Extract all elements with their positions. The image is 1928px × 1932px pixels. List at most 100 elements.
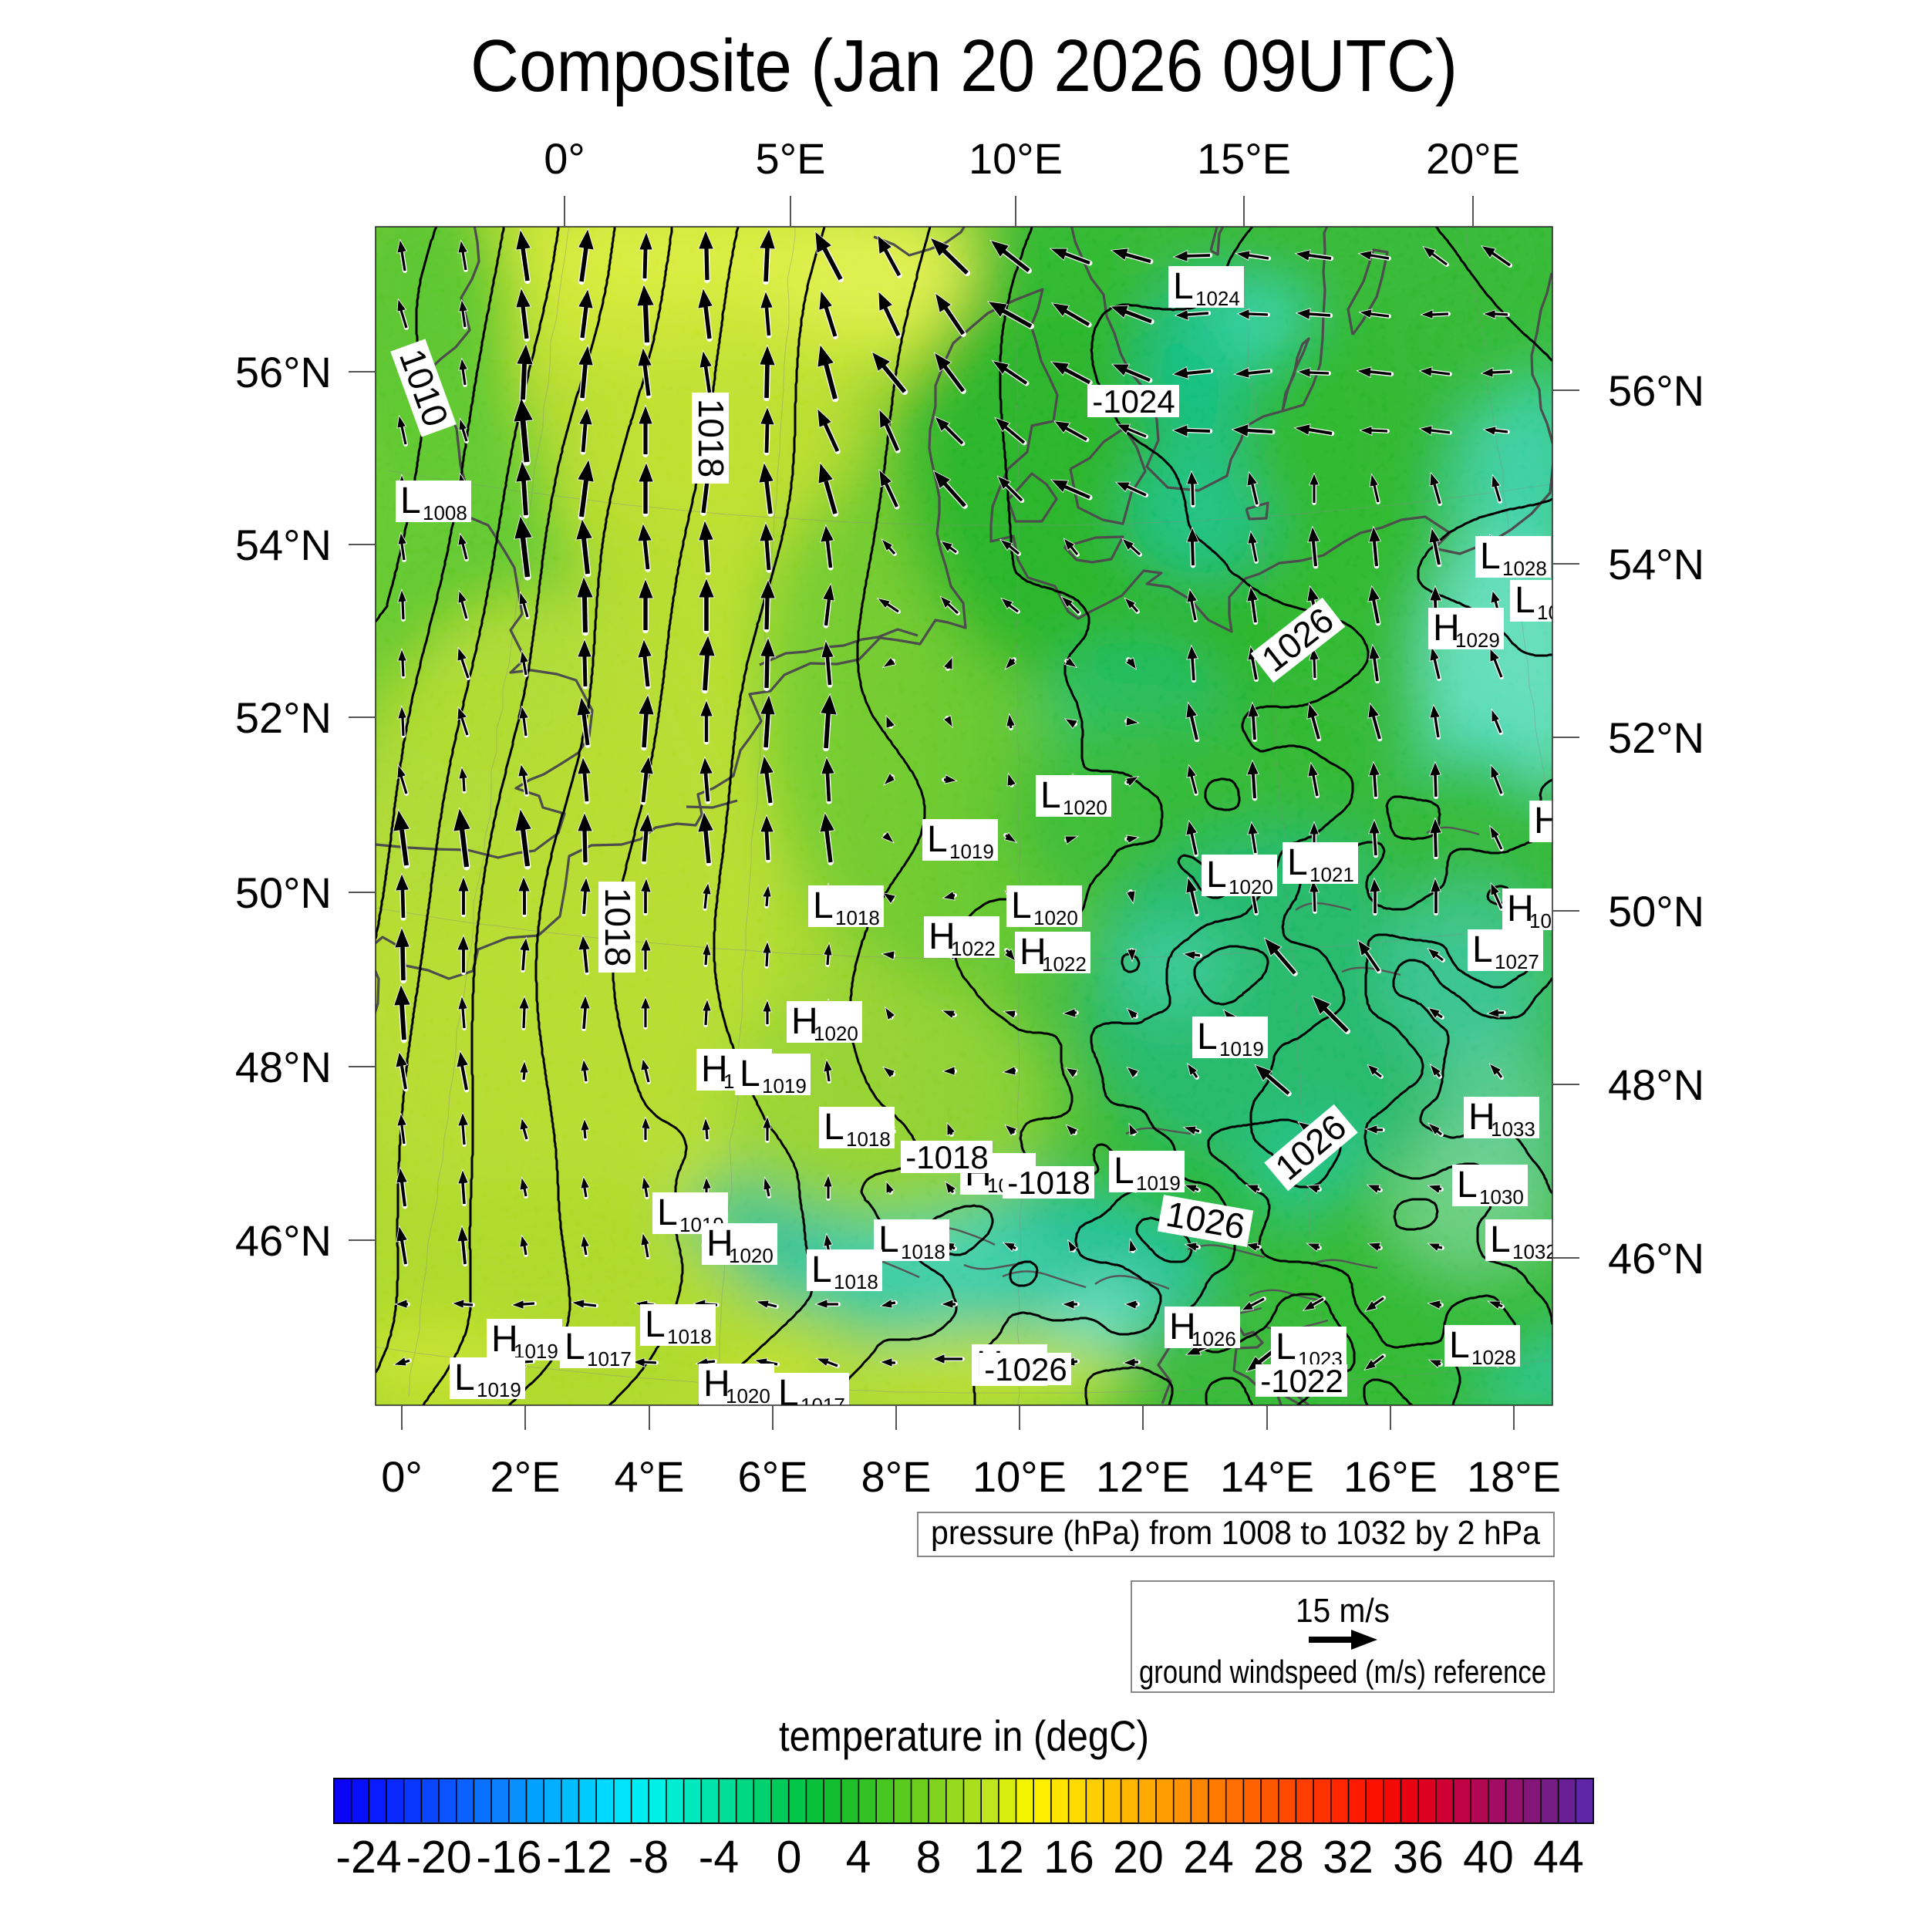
svg-text:1026: 1026 (1192, 1327, 1236, 1350)
svg-text:20: 20 (1113, 1832, 1164, 1883)
svg-text:1030: 1030 (1529, 909, 1574, 932)
svg-text:1017: 1017 (587, 1347, 632, 1371)
svg-text:1017: 1017 (801, 1394, 845, 1417)
svg-text:L: L (927, 819, 948, 860)
svg-text:L: L (1206, 855, 1227, 895)
svg-text:Composite (Jan 20 2026 09UTC): Composite (Jan 20 2026 09UTC) (470, 25, 1458, 107)
svg-text:H: H (929, 916, 956, 957)
svg-text:1021: 1021 (1309, 863, 1354, 886)
svg-text:H: H (1020, 932, 1047, 973)
svg-text:1019: 1019 (949, 840, 994, 863)
svg-text:56°N: 56°N (1608, 366, 1704, 415)
svg-text:-1022: -1022 (1260, 1363, 1343, 1399)
svg-text:-1024: -1024 (1092, 383, 1175, 420)
svg-text:1018: 1018 (901, 1240, 945, 1263)
svg-text:1029: 1029 (1455, 629, 1500, 652)
svg-text:1024: 1024 (1195, 287, 1240, 310)
svg-text:1018: 1018 (846, 1128, 891, 1151)
svg-text:1020: 1020 (1063, 796, 1107, 819)
svg-text:16°E: 16°E (1343, 1452, 1438, 1501)
svg-text:temperature in (degC): temperature in (degC) (779, 1711, 1149, 1760)
svg-text:50°N: 50°N (235, 868, 332, 917)
svg-text:H: H (706, 1223, 733, 1264)
svg-text:1019: 1019 (1219, 1037, 1264, 1060)
svg-text:-8: -8 (629, 1832, 669, 1883)
svg-text:1020: 1020 (1229, 875, 1273, 899)
svg-text:1030: 1030 (1479, 1185, 1524, 1209)
svg-text:36: 36 (1393, 1832, 1444, 1883)
svg-text:L: L (1490, 1219, 1511, 1260)
svg-text:-4: -4 (699, 1832, 739, 1883)
svg-text:H: H (791, 1001, 818, 1042)
svg-text:1020: 1020 (814, 1022, 858, 1045)
svg-text:L: L (1040, 775, 1061, 816)
svg-text:-1026: -1026 (984, 1351, 1067, 1387)
svg-text:H: H (491, 1319, 518, 1360)
svg-text:H: H (1534, 801, 1561, 841)
svg-text:ground windspeed (m/s) referen: ground windspeed (m/s) reference (1139, 1654, 1546, 1690)
svg-text:-24: -24 (335, 1832, 401, 1883)
svg-text:46°N: 46°N (1608, 1234, 1704, 1283)
svg-text:28: 28 (1253, 1832, 1304, 1883)
svg-text:L: L (811, 1249, 832, 1290)
svg-text:15°E: 15°E (1197, 134, 1291, 183)
svg-text:1033: 1033 (1491, 1118, 1535, 1141)
svg-text:1028: 1028 (1502, 557, 1547, 580)
svg-text:-16: -16 (476, 1832, 541, 1883)
svg-text:1019: 1019 (762, 1074, 807, 1097)
svg-text:10°E: 10°E (972, 1452, 1067, 1501)
svg-text:8: 8 (916, 1832, 942, 1883)
svg-text:1018: 1018 (835, 906, 880, 929)
svg-text:L: L (1114, 1151, 1134, 1192)
svg-text:1032: 1032 (1512, 1240, 1557, 1263)
svg-text:-20: -20 (406, 1832, 471, 1883)
svg-text:1019: 1019 (1136, 1172, 1181, 1195)
svg-text:1008: 1008 (423, 501, 467, 524)
svg-text:L: L (645, 1304, 666, 1345)
svg-text:0: 0 (777, 1832, 802, 1883)
svg-text:48°N: 48°N (235, 1043, 332, 1091)
svg-text:5°E: 5°E (756, 134, 826, 183)
svg-text:H: H (1169, 1307, 1196, 1347)
svg-text:L: L (824, 1107, 844, 1148)
svg-text:1019: 1019 (477, 1378, 521, 1401)
svg-text:1018: 1018 (598, 888, 638, 966)
svg-text:1022: 1022 (951, 937, 996, 960)
svg-text:12°E: 12°E (1096, 1452, 1190, 1501)
svg-text:32: 32 (1323, 1832, 1374, 1883)
svg-text:8°E: 8°E (861, 1452, 932, 1501)
svg-text:56°N: 56°N (235, 348, 332, 396)
svg-text:24: 24 (1183, 1832, 1234, 1883)
svg-text:50°N: 50°N (1608, 887, 1704, 936)
svg-text:H: H (701, 1049, 728, 1090)
svg-text:H: H (1507, 888, 1534, 929)
svg-text:1020: 1020 (726, 1384, 770, 1408)
svg-text:54°N: 54°N (235, 521, 332, 569)
svg-text:1030: 1030 (1537, 601, 1582, 624)
svg-text:L: L (1457, 1165, 1478, 1205)
svg-text:1018: 1018 (667, 1325, 712, 1348)
svg-text:46°N: 46°N (235, 1216, 332, 1265)
svg-text:6°E: 6°E (738, 1452, 808, 1501)
svg-text:L: L (1472, 929, 1493, 970)
svg-text:-1018: -1018 (1007, 1165, 1090, 1201)
svg-text:0°: 0° (544, 134, 585, 183)
svg-text:1022: 1022 (1042, 953, 1087, 976)
svg-text:L: L (1287, 842, 1308, 883)
svg-text:L: L (813, 885, 834, 926)
svg-text:L: L (454, 1357, 475, 1398)
svg-text:L: L (1011, 885, 1032, 926)
svg-text:1018: 1018 (834, 1270, 878, 1293)
svg-text:H: H (1468, 1097, 1495, 1138)
svg-text:-1018: -1018 (905, 1139, 988, 1175)
svg-text:L: L (740, 1054, 760, 1094)
svg-text:4: 4 (846, 1832, 871, 1883)
svg-text:-12: -12 (546, 1832, 612, 1883)
svg-text:L: L (400, 480, 421, 521)
svg-text:48°N: 48°N (1608, 1060, 1704, 1109)
svg-text:2°E: 2°E (490, 1452, 561, 1501)
svg-text:52°N: 52°N (235, 693, 332, 742)
svg-text:1027: 1027 (1495, 950, 1539, 973)
svg-text:44: 44 (1533, 1832, 1584, 1883)
svg-text:10°E: 10°E (969, 134, 1063, 183)
